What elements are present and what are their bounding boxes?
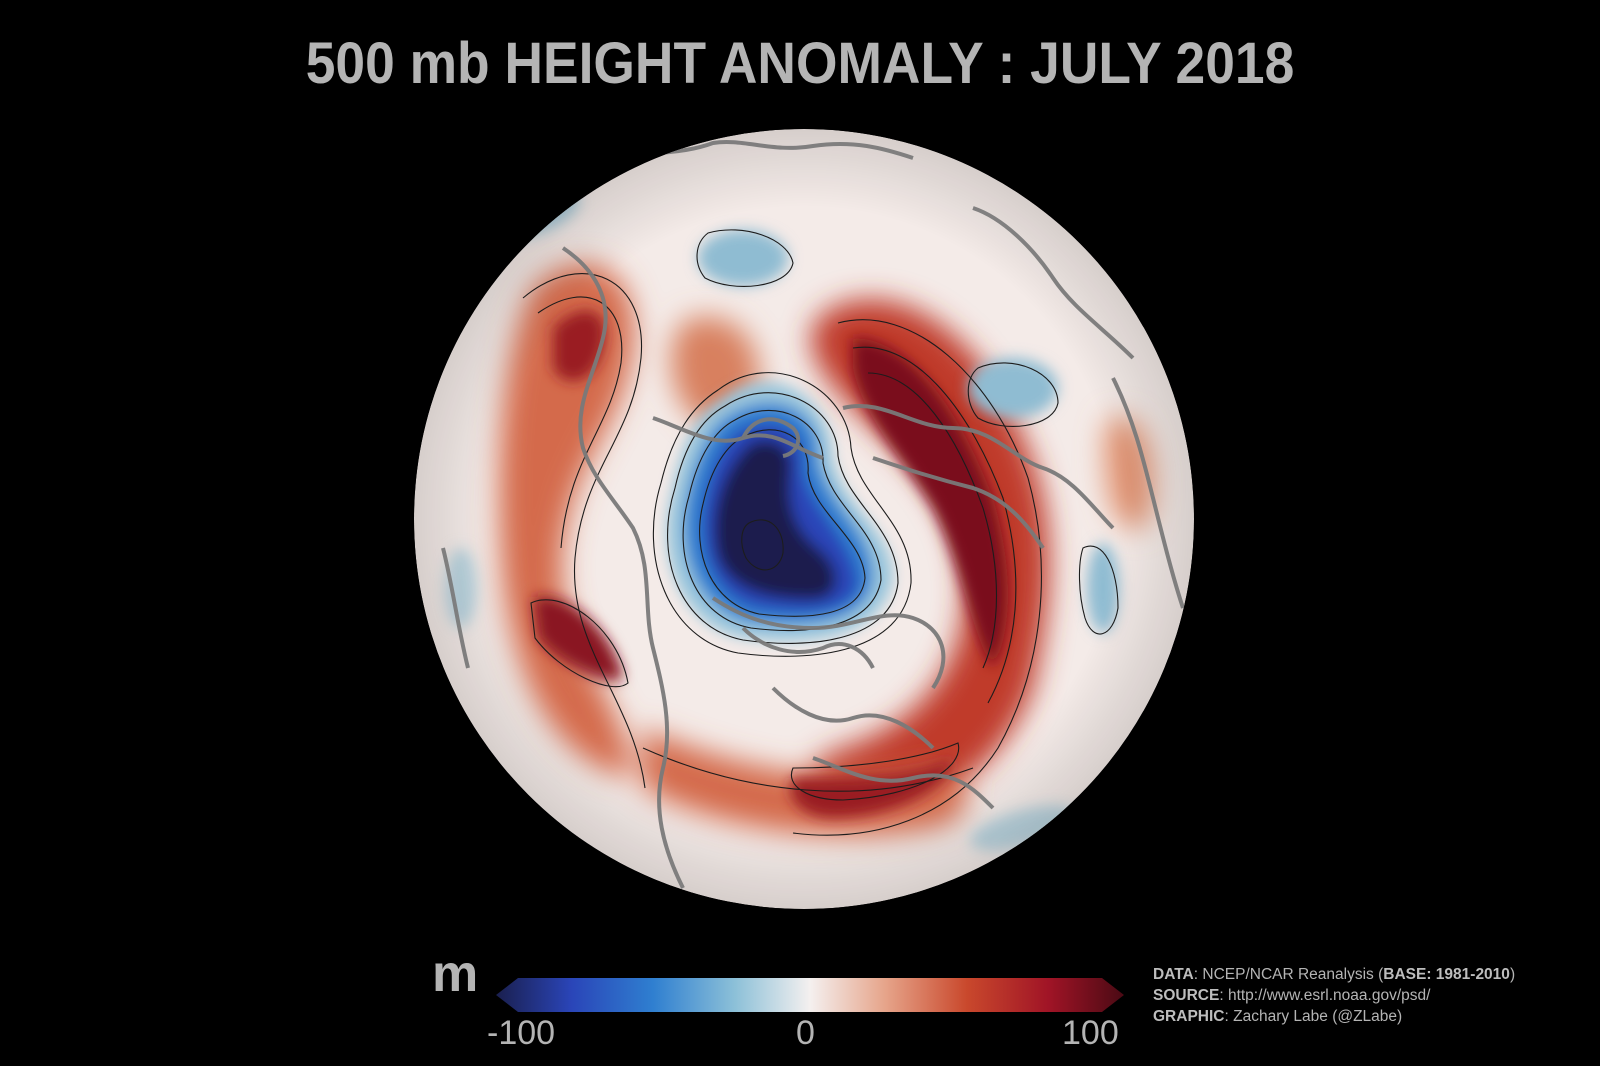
globe-map (413, 128, 1195, 910)
contour-lines (522, 229, 1119, 836)
credit-graphic: GRAPHIC: Zachary Labe (@ZLabe) (1153, 1008, 1403, 1025)
colorbar-max-label: 100 (1062, 1014, 1119, 1052)
colorbar-min-label: -100 (487, 1014, 556, 1052)
colorbar-mid-label: 0 (796, 1014, 815, 1052)
anomaly-globe (414, 129, 1194, 909)
credit-data: DATA: NCEP/NCAR Reanalysis (BASE: 1981-2… (1153, 966, 1516, 983)
colorbar (496, 978, 1124, 1012)
map-title: 500 mb HEIGHT ANOMALY : JULY 2018 (305, 31, 1295, 96)
colorbar-unit: m (432, 945, 479, 1003)
credits-block: DATA: NCEP/NCAR Reanalysis (BASE: 1981-2… (1153, 964, 1515, 1027)
credit-source: SOURCE: http://www.esrl.noaa.gov/psd/ (1153, 987, 1431, 1004)
